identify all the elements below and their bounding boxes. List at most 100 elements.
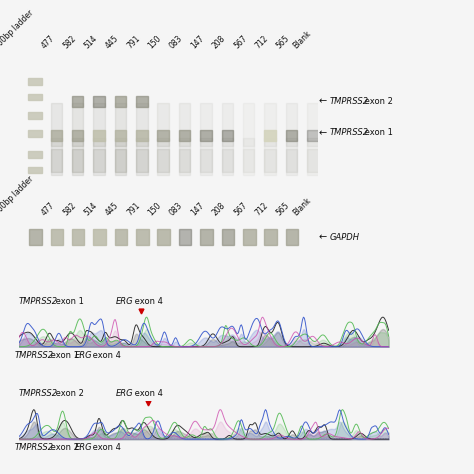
Text: 514: 514 bbox=[82, 34, 99, 51]
Bar bbox=[307, 103, 319, 175]
Text: 100bp ladder: 100bp ladder bbox=[0, 8, 35, 51]
Text: TMPRSS2: TMPRSS2 bbox=[329, 97, 369, 106]
Text: 445: 445 bbox=[104, 34, 120, 51]
Bar bbox=[93, 149, 105, 172]
Bar bbox=[307, 138, 319, 146]
Bar bbox=[179, 229, 191, 246]
Bar bbox=[28, 112, 42, 118]
Bar bbox=[72, 97, 83, 107]
Bar bbox=[179, 130, 191, 141]
Text: 083: 083 bbox=[168, 34, 184, 51]
Bar bbox=[200, 130, 212, 141]
Text: 445: 445 bbox=[104, 201, 120, 217]
Bar bbox=[136, 138, 147, 146]
Bar bbox=[136, 149, 147, 172]
Bar bbox=[72, 138, 83, 146]
Bar bbox=[200, 138, 212, 146]
Text: TMPRSS2: TMPRSS2 bbox=[329, 128, 369, 137]
Text: TMPRSS2: TMPRSS2 bbox=[14, 351, 54, 360]
Text: 791: 791 bbox=[125, 201, 142, 217]
Bar bbox=[286, 149, 297, 172]
Text: ERG: ERG bbox=[116, 389, 134, 398]
Bar bbox=[243, 149, 255, 172]
Bar bbox=[243, 138, 255, 146]
Bar bbox=[157, 138, 169, 146]
Text: TMPRSS2: TMPRSS2 bbox=[19, 297, 58, 306]
Bar bbox=[51, 138, 62, 146]
Bar bbox=[136, 229, 149, 246]
Bar bbox=[200, 229, 213, 246]
Bar bbox=[72, 103, 83, 175]
Bar bbox=[222, 149, 233, 172]
Text: exon 4: exon 4 bbox=[132, 389, 163, 398]
Bar bbox=[179, 103, 191, 175]
Text: TMPRSS2: TMPRSS2 bbox=[14, 443, 54, 452]
Text: exon 1:: exon 1: bbox=[48, 351, 84, 360]
Bar bbox=[200, 103, 212, 175]
Text: 712: 712 bbox=[254, 201, 270, 217]
Bar bbox=[115, 229, 127, 246]
Bar bbox=[222, 130, 233, 141]
Bar bbox=[222, 138, 233, 146]
Text: exon 2:: exon 2: bbox=[48, 443, 84, 452]
Bar bbox=[51, 130, 62, 141]
Bar bbox=[200, 149, 212, 172]
Bar bbox=[115, 103, 126, 175]
Text: exon 4: exon 4 bbox=[132, 297, 163, 306]
Text: 565: 565 bbox=[275, 201, 292, 217]
Text: ←: ← bbox=[319, 128, 327, 138]
Bar bbox=[286, 103, 297, 175]
Text: 477: 477 bbox=[40, 34, 56, 51]
Bar bbox=[307, 130, 319, 141]
Bar bbox=[157, 149, 169, 172]
Text: 150: 150 bbox=[146, 201, 163, 217]
Bar bbox=[115, 138, 126, 146]
Text: ERG: ERG bbox=[74, 443, 92, 452]
Bar bbox=[51, 149, 62, 172]
Bar bbox=[29, 229, 42, 246]
Text: 567: 567 bbox=[232, 34, 249, 51]
Bar bbox=[264, 138, 276, 146]
Bar bbox=[93, 138, 105, 146]
Bar bbox=[264, 130, 276, 141]
Text: exon 2: exon 2 bbox=[53, 389, 84, 398]
Text: 712: 712 bbox=[254, 34, 270, 51]
Bar bbox=[115, 149, 126, 172]
Bar bbox=[28, 151, 42, 158]
Text: GAPDH: GAPDH bbox=[329, 233, 359, 241]
Text: 147: 147 bbox=[190, 34, 206, 51]
Bar bbox=[72, 130, 83, 141]
Bar bbox=[93, 229, 106, 246]
Text: exon 2: exon 2 bbox=[362, 97, 392, 106]
Text: 147: 147 bbox=[190, 201, 206, 217]
Bar bbox=[28, 167, 42, 173]
Text: exon 4: exon 4 bbox=[90, 351, 120, 360]
Text: Blank: Blank bbox=[292, 29, 313, 51]
Text: Blank: Blank bbox=[292, 196, 313, 217]
Text: exon 4: exon 4 bbox=[90, 443, 120, 452]
Text: ←: ← bbox=[319, 97, 327, 107]
Bar bbox=[179, 138, 191, 146]
Bar bbox=[286, 229, 298, 246]
Bar bbox=[264, 149, 276, 172]
Text: 514: 514 bbox=[82, 201, 99, 217]
Text: exon 1: exon 1 bbox=[53, 297, 84, 306]
Text: 208: 208 bbox=[211, 34, 228, 51]
Bar bbox=[157, 103, 169, 175]
Bar bbox=[243, 229, 255, 246]
Text: exon 1: exon 1 bbox=[362, 128, 392, 137]
Bar bbox=[51, 229, 63, 246]
Text: ERG: ERG bbox=[74, 351, 92, 360]
Text: ERG: ERG bbox=[116, 297, 134, 306]
Bar bbox=[307, 149, 319, 172]
Bar bbox=[115, 97, 126, 107]
Text: 565: 565 bbox=[275, 34, 292, 51]
Bar bbox=[136, 130, 147, 141]
Bar bbox=[286, 138, 297, 146]
Text: 567: 567 bbox=[232, 201, 249, 217]
Text: ←: ← bbox=[319, 232, 327, 242]
Bar bbox=[222, 103, 233, 175]
Text: 582: 582 bbox=[61, 34, 78, 51]
Bar bbox=[286, 130, 297, 141]
Bar bbox=[93, 97, 105, 107]
